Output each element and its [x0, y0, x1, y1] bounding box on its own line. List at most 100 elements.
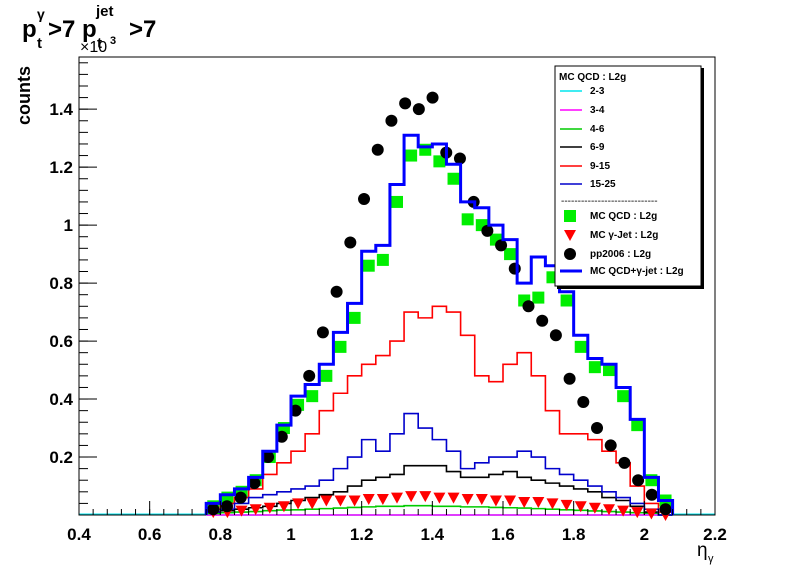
title-sup-gamma: γ [37, 6, 45, 22]
x-tick-label: 0.6 [138, 525, 162, 544]
data-point [617, 390, 630, 403]
legend-swatch [564, 248, 576, 260]
data-point [453, 152, 466, 165]
title-gt7-a: >7 [48, 16, 75, 43]
data-layer [79, 91, 715, 521]
data-point [376, 494, 389, 506]
legend-label: 6-9 [590, 142, 605, 153]
x-tick-label: 1 [286, 525, 295, 544]
data-point [461, 213, 474, 226]
legend-entry: 2-3 [560, 86, 605, 97]
data-point [303, 369, 316, 382]
series-line [205, 305, 674, 515]
data-point [508, 262, 521, 275]
title-gt7-b: >7 [129, 16, 156, 43]
data-point [391, 195, 403, 208]
data-point [495, 239, 508, 252]
legend-swatch [564, 230, 576, 241]
data-point [306, 498, 319, 510]
data-point [536, 314, 549, 327]
legend-label: 3-4 [590, 105, 605, 116]
x-axis-title: η [697, 540, 708, 561]
data-point [588, 502, 601, 514]
data-point [320, 369, 333, 382]
data-point [376, 253, 389, 266]
y-scale-factor: ×10 3 [80, 35, 116, 56]
y-scale-text: ×10 [80, 39, 107, 56]
data-point [522, 300, 535, 313]
y-tick-label: 1.2 [49, 158, 73, 177]
data-point [604, 439, 617, 452]
y-tick-label: 1 [64, 216, 73, 235]
x-tick-label: 1.2 [350, 525, 374, 544]
y-tick-label: 0.4 [49, 390, 73, 409]
data-point [320, 495, 333, 507]
legend-entry: 4-6 [560, 124, 605, 135]
data-point [618, 456, 631, 469]
data-point [659, 503, 672, 516]
y-tick-label: 0.8 [49, 274, 73, 293]
data-point [518, 496, 531, 508]
legend-entry: MC γ-Jet : L2g [564, 230, 658, 241]
data-point [631, 507, 644, 519]
data-point [645, 488, 658, 501]
series-pp2006-l2g [207, 91, 672, 516]
data-point [234, 491, 247, 504]
legend-entry: MC QCD : L2g [564, 210, 657, 222]
data-point [292, 498, 305, 510]
data-point [574, 340, 587, 353]
data-point [263, 502, 276, 514]
data-point [549, 329, 562, 342]
legend-entry: MC QCD+γ-jet : L2g [560, 266, 684, 277]
data-point [405, 491, 418, 503]
data-point [588, 361, 601, 374]
data-point [433, 492, 446, 504]
data-point [645, 508, 658, 520]
data-point [385, 114, 398, 127]
series-mc-jet-l2g [207, 491, 672, 521]
data-point [362, 259, 375, 272]
legend-entry: 3-4 [560, 105, 605, 116]
data-point [405, 149, 418, 162]
data-point [433, 155, 446, 168]
legend: MC QCD : L2g 2-3 3-4 4-6 6-9 9-15 15-25 MC QCD… [554, 65, 704, 289]
data-point [504, 248, 517, 261]
data-point [330, 285, 343, 298]
data-point [632, 474, 645, 487]
data-point [275, 430, 288, 443]
data-point [560, 294, 573, 307]
y-tick-label: 1.4 [49, 100, 73, 119]
data-point [358, 193, 371, 206]
data-point [560, 499, 573, 511]
x-tick-label: 1.4 [421, 525, 445, 544]
data-point [334, 340, 347, 353]
title-p2: p [82, 16, 97, 43]
x-tick-label: 1.6 [491, 525, 515, 544]
data-point [447, 172, 460, 185]
data-point [371, 143, 384, 156]
data-point [617, 505, 630, 517]
legend-entry: 6-9 [560, 142, 605, 153]
series-6-9 [205, 464, 673, 516]
title-sup-jet: jet [95, 3, 114, 20]
y-axis-title: counts [14, 66, 34, 125]
legend-label: pp2006 : L2g [590, 249, 651, 260]
data-point [603, 364, 615, 377]
legend-entry: 15-25 [560, 179, 616, 190]
legend-entry: pp2006 : L2g [564, 248, 651, 260]
data-point [362, 494, 375, 506]
data-point [248, 477, 261, 490]
data-point [391, 492, 403, 504]
axes: 0.4 0.6 0.8 1 1.2 1.4 1.6 1.8 2 2.2 0.2 0.4 0.6 0.8 1 1… [49, 62, 727, 544]
data-point [577, 395, 590, 408]
legend-entries: 2-3 3-4 4-6 6-9 9-15 15-25 MC QCD : L2g MC γ-Je… [560, 86, 684, 277]
data-point [344, 236, 357, 249]
legend-label: MC QCD+γ-jet : L2g [590, 266, 684, 277]
data-point [563, 372, 576, 385]
legend-box [554, 65, 702, 287]
data-point [334, 495, 347, 507]
y-scale-exp: 3 [110, 35, 116, 47]
series-line [205, 464, 673, 516]
x-tick-label: 2.2 [703, 525, 727, 544]
